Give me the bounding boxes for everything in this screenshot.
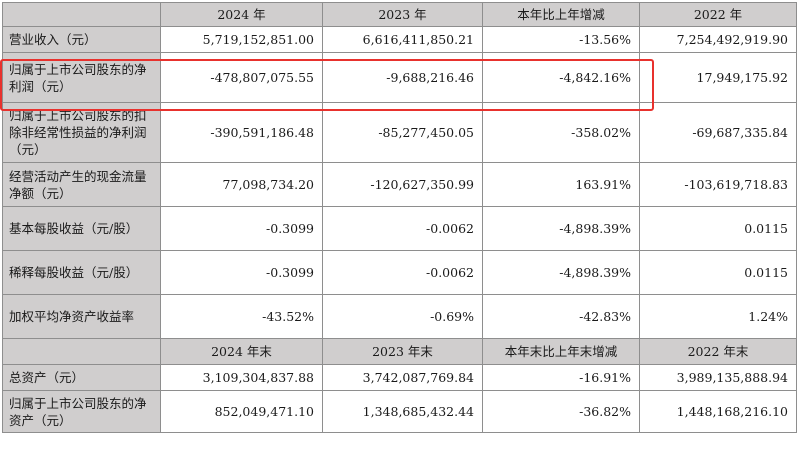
value-cell: 7,254,492,919.90 bbox=[639, 26, 797, 53]
value-cell: -85,277,450.05 bbox=[322, 102, 483, 163]
row-label: 总资产（元） bbox=[2, 364, 161, 391]
value-cell: -390,591,186.48 bbox=[160, 102, 323, 163]
table-row-basic-eps: 基本每股收益（元/股） -0.3099 -0.0062 -4,898.39% 0… bbox=[2, 206, 797, 251]
header-cell: 2023 年末 bbox=[322, 338, 483, 365]
row-label: 加权平均净资产收益率 bbox=[2, 294, 161, 339]
value-cell: -36.82% bbox=[482, 390, 640, 433]
header-cell: 本年比上年增减 bbox=[482, 2, 640, 27]
value-cell: -0.0062 bbox=[322, 250, 483, 295]
value-cell: 1,348,685,432.44 bbox=[322, 390, 483, 433]
value-cell: 17,949,175.92 bbox=[639, 52, 797, 103]
value-cell: 77,098,734.20 bbox=[160, 162, 323, 207]
table-row-net-profit: 归属于上市公司股东的净利润（元） -478,807,075.55 -9,688,… bbox=[2, 52, 797, 103]
value-cell: -103,619,718.83 bbox=[639, 162, 797, 207]
row-label: 归属于上市公司股东的扣除非经常性损益的净利润（元） bbox=[2, 102, 161, 163]
row-label: 营业收入（元） bbox=[2, 26, 161, 53]
value-cell: 3,109,304,837.88 bbox=[160, 364, 323, 391]
header-cell: 本年末比上年末增减 bbox=[482, 338, 640, 365]
value-cell: -4,898.39% bbox=[482, 206, 640, 251]
header-corner bbox=[2, 338, 161, 365]
value-cell: 0.0115 bbox=[639, 250, 797, 295]
header-cell: 2023 年 bbox=[322, 2, 483, 27]
value-cell: -43.52% bbox=[160, 294, 323, 339]
table-row-net-assets: 归属于上市公司股东的净资产（元） 852,049,471.10 1,348,68… bbox=[2, 390, 797, 433]
value-cell: -13.56% bbox=[482, 26, 640, 53]
table-row-net-profit-deducted: 归属于上市公司股东的扣除非经常性损益的净利润（元） -390,591,186.4… bbox=[2, 102, 797, 163]
table-row-revenue: 营业收入（元） 5,719,152,851.00 6,616,411,850.2… bbox=[2, 26, 797, 53]
row-label: 归属于上市公司股东的净利润（元） bbox=[2, 52, 161, 103]
financial-summary-table: 2024 年 2023 年 本年比上年增减 2022 年 营业收入（元） 5,7… bbox=[2, 2, 797, 433]
table-row-roe: 加权平均净资产收益率 -43.52% -0.69% -42.83% 1.24% bbox=[2, 294, 797, 339]
value-cell: -358.02% bbox=[482, 102, 640, 163]
header-cell: 2022 年 bbox=[639, 2, 797, 27]
value-cell: 0.0115 bbox=[639, 206, 797, 251]
value-cell: -0.69% bbox=[322, 294, 483, 339]
header-cell: 2022 年末 bbox=[639, 338, 797, 365]
row-label: 稀释每股收益（元/股） bbox=[2, 250, 161, 295]
value-cell: -4,898.39% bbox=[482, 250, 640, 295]
value-cell: 3,989,135,888.94 bbox=[639, 364, 797, 391]
value-cell: -16.91% bbox=[482, 364, 640, 391]
header-row-years: 2024 年 2023 年 本年比上年增减 2022 年 bbox=[2, 2, 797, 27]
header-row-year-end: 2024 年末 2023 年末 本年末比上年末增减 2022 年末 bbox=[2, 338, 797, 365]
header-cell: 2024 年末 bbox=[160, 338, 323, 365]
value-cell: 163.91% bbox=[482, 162, 640, 207]
value-cell: 3,742,087,769.84 bbox=[322, 364, 483, 391]
row-label: 归属于上市公司股东的净资产（元） bbox=[2, 390, 161, 433]
value-cell: 1.24% bbox=[639, 294, 797, 339]
header-cell: 2024 年 bbox=[160, 2, 323, 27]
value-cell: -0.0062 bbox=[322, 206, 483, 251]
value-cell: -9,688,216.46 bbox=[322, 52, 483, 103]
table-row-operating-cash-flow: 经营活动产生的现金流量净额（元） 77,098,734.20 -120,627,… bbox=[2, 162, 797, 207]
value-cell: -42.83% bbox=[482, 294, 640, 339]
value-cell: -0.3099 bbox=[160, 206, 323, 251]
value-cell: -478,807,075.55 bbox=[160, 52, 323, 103]
value-cell: 1,448,168,216.10 bbox=[639, 390, 797, 433]
value-cell: 6,616,411,850.21 bbox=[322, 26, 483, 53]
table-row-total-assets: 总资产（元） 3,109,304,837.88 3,742,087,769.84… bbox=[2, 364, 797, 391]
value-cell: 5,719,152,851.00 bbox=[160, 26, 323, 53]
table-row-diluted-eps: 稀释每股收益（元/股） -0.3099 -0.0062 -4,898.39% 0… bbox=[2, 250, 797, 295]
value-cell: -4,842.16% bbox=[482, 52, 640, 103]
value-cell: 852,049,471.10 bbox=[160, 390, 323, 433]
row-label: 基本每股收益（元/股） bbox=[2, 206, 161, 251]
value-cell: -0.3099 bbox=[160, 250, 323, 295]
value-cell: -120,627,350.99 bbox=[322, 162, 483, 207]
header-corner bbox=[2, 2, 161, 27]
value-cell: -69,687,335.84 bbox=[639, 102, 797, 163]
row-label: 经营活动产生的现金流量净额（元） bbox=[2, 162, 161, 207]
